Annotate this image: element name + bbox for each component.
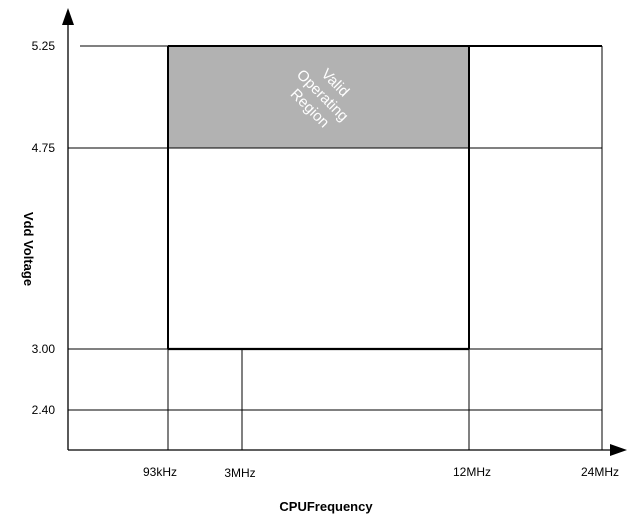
y-axis-title: Vdd Voltage bbox=[21, 212, 36, 286]
x-tick-3mhz: 3MHz bbox=[224, 466, 255, 480]
y-tick-2.40: 2.40 bbox=[32, 403, 56, 417]
x-axis-arrowhead bbox=[610, 444, 627, 456]
y-tick-5.25: 5.25 bbox=[32, 39, 56, 53]
y-axis-arrowhead bbox=[62, 8, 74, 25]
x-tick-12mhz: 12MHz bbox=[453, 465, 491, 479]
y-tick-4.75: 4.75 bbox=[32, 141, 56, 155]
valid-operating-region bbox=[168, 46, 469, 148]
y-tick-3.00: 3.00 bbox=[32, 342, 56, 356]
x-tick-93khz: 93kHz bbox=[143, 465, 177, 479]
x-tick-24mhz: 24MHz bbox=[581, 465, 619, 479]
x-axis-title: CPUFrequency bbox=[279, 499, 373, 514]
